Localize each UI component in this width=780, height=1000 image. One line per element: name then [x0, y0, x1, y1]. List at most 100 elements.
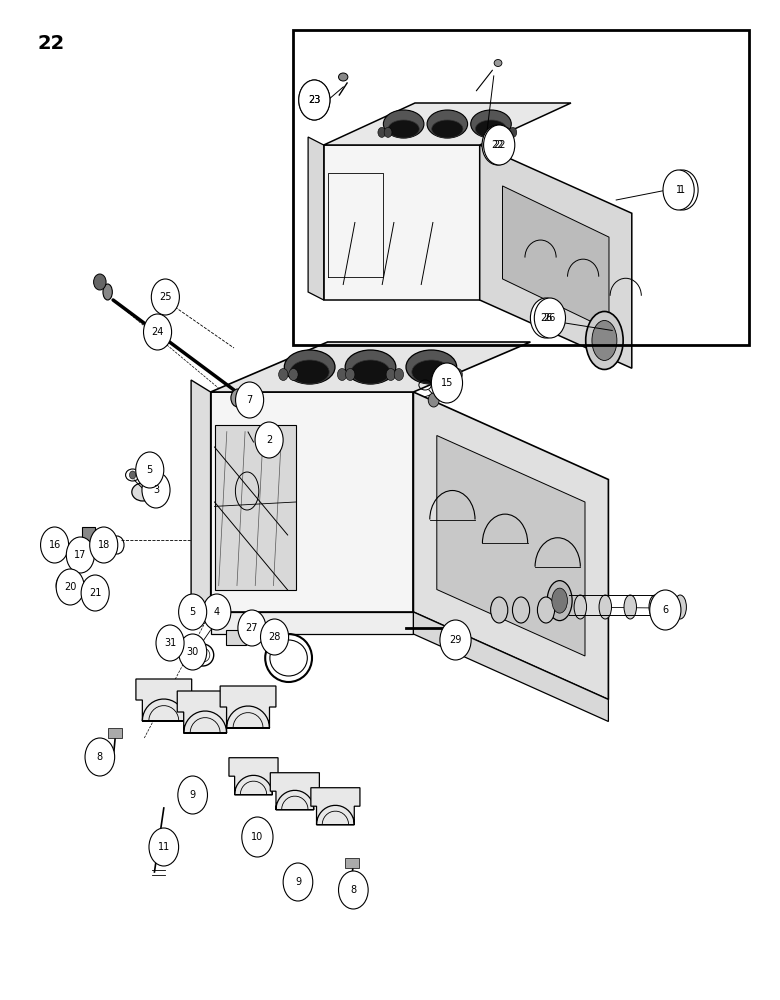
Circle shape	[94, 274, 106, 290]
Text: 17: 17	[74, 550, 87, 560]
Ellipse shape	[203, 610, 211, 618]
Text: 8: 8	[350, 885, 356, 895]
Circle shape	[663, 170, 694, 210]
Circle shape	[41, 527, 69, 563]
Polygon shape	[177, 691, 233, 733]
Circle shape	[66, 537, 94, 573]
Ellipse shape	[512, 597, 530, 623]
Polygon shape	[215, 425, 296, 590]
Text: 9: 9	[295, 877, 301, 887]
Text: 27: 27	[246, 623, 258, 633]
Ellipse shape	[339, 73, 348, 81]
Circle shape	[203, 594, 231, 630]
Circle shape	[339, 871, 368, 909]
Polygon shape	[324, 103, 571, 145]
Text: 16: 16	[48, 540, 61, 550]
Circle shape	[299, 80, 330, 120]
Text: 2: 2	[266, 435, 272, 445]
Text: 1: 1	[679, 185, 686, 195]
Text: 26: 26	[540, 313, 552, 323]
Text: 5: 5	[147, 465, 153, 475]
Circle shape	[443, 368, 452, 380]
Ellipse shape	[406, 350, 457, 384]
Circle shape	[394, 368, 403, 380]
Ellipse shape	[290, 360, 329, 384]
Polygon shape	[502, 186, 609, 330]
Text: 26: 26	[544, 313, 556, 323]
Bar	[292, 30, 749, 345]
Circle shape	[255, 422, 283, 458]
Ellipse shape	[475, 120, 507, 138]
Text: 9: 9	[190, 790, 196, 800]
Polygon shape	[211, 392, 413, 612]
Ellipse shape	[491, 597, 508, 623]
Polygon shape	[211, 612, 413, 634]
Ellipse shape	[427, 110, 467, 138]
Text: 5: 5	[190, 607, 196, 617]
Circle shape	[238, 610, 266, 646]
Ellipse shape	[388, 120, 420, 138]
Ellipse shape	[574, 595, 587, 619]
Text: 22: 22	[37, 34, 65, 53]
Text: 22: 22	[493, 140, 505, 150]
Circle shape	[428, 393, 439, 407]
Polygon shape	[311, 788, 360, 825]
Ellipse shape	[132, 483, 154, 501]
Circle shape	[509, 127, 516, 137]
Polygon shape	[211, 342, 530, 392]
Text: 1: 1	[675, 185, 682, 195]
Circle shape	[385, 127, 392, 137]
Circle shape	[283, 863, 313, 901]
Text: 18: 18	[98, 540, 110, 550]
Circle shape	[85, 738, 115, 776]
Circle shape	[142, 472, 170, 508]
Ellipse shape	[284, 350, 335, 384]
Circle shape	[90, 527, 118, 563]
Circle shape	[149, 828, 179, 866]
Circle shape	[378, 127, 385, 137]
Text: 4: 4	[214, 607, 220, 617]
Circle shape	[667, 170, 698, 210]
Circle shape	[261, 619, 289, 655]
Text: 10: 10	[251, 832, 264, 842]
Polygon shape	[324, 145, 480, 300]
Circle shape	[440, 620, 471, 660]
Circle shape	[156, 625, 184, 661]
Circle shape	[242, 817, 273, 857]
Circle shape	[278, 368, 288, 380]
Ellipse shape	[196, 648, 210, 662]
Polygon shape	[413, 392, 608, 700]
Text: 21: 21	[89, 588, 101, 598]
Circle shape	[502, 127, 510, 137]
Ellipse shape	[412, 360, 451, 384]
Circle shape	[136, 452, 164, 488]
Ellipse shape	[351, 360, 390, 384]
Ellipse shape	[345, 350, 396, 384]
Circle shape	[231, 389, 245, 407]
Circle shape	[386, 368, 395, 380]
Polygon shape	[229, 758, 278, 795]
Circle shape	[179, 634, 207, 670]
Polygon shape	[480, 145, 632, 368]
Text: 8: 8	[97, 752, 103, 762]
Text: 22: 22	[491, 140, 504, 150]
Text: 15: 15	[441, 378, 453, 388]
Text: 24: 24	[151, 327, 164, 337]
Circle shape	[453, 368, 463, 380]
Circle shape	[178, 776, 207, 814]
Circle shape	[236, 382, 264, 418]
Circle shape	[650, 590, 681, 630]
Circle shape	[482, 125, 513, 165]
Circle shape	[144, 314, 172, 350]
Polygon shape	[191, 380, 211, 612]
Polygon shape	[226, 630, 246, 645]
Polygon shape	[308, 137, 324, 300]
Ellipse shape	[495, 60, 502, 66]
Circle shape	[299, 80, 330, 120]
Circle shape	[179, 594, 207, 630]
Circle shape	[484, 125, 515, 165]
Text: 29: 29	[449, 635, 462, 645]
Text: 11: 11	[158, 842, 170, 852]
Ellipse shape	[103, 284, 112, 300]
Circle shape	[534, 298, 566, 338]
